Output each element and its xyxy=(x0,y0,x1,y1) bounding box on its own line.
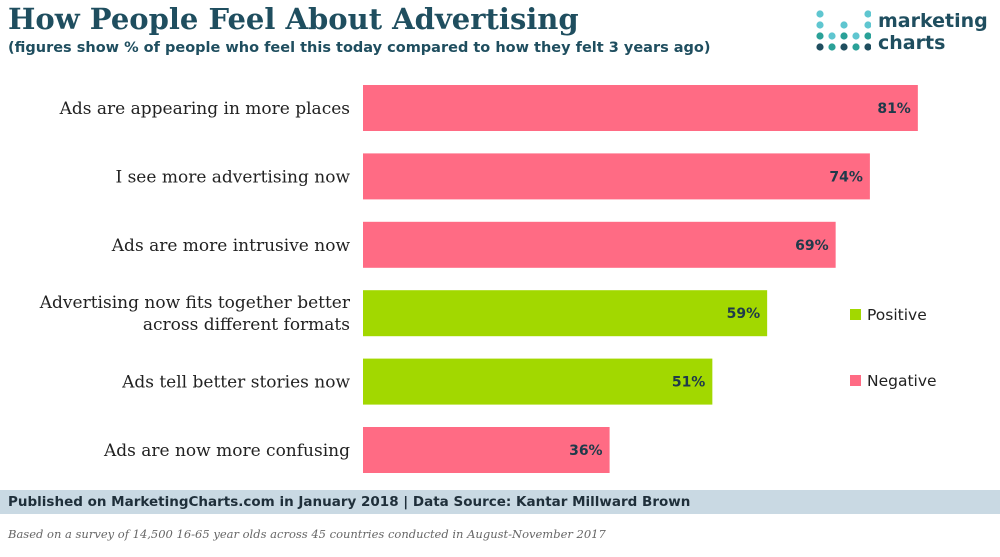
bar xyxy=(363,221,836,268)
bar xyxy=(363,290,768,337)
marketingcharts-logo: marketing charts xyxy=(815,8,995,63)
category-label: Ads are now more confusing xyxy=(103,441,350,461)
data-label: 81% xyxy=(877,101,911,117)
bar xyxy=(363,85,918,131)
chart-title: How People Feel About Advertising xyxy=(8,2,579,36)
data-label: 69% xyxy=(795,238,829,254)
chart-subtitle: (figures show % of people who feel this … xyxy=(8,40,711,56)
category-label: across different formats xyxy=(143,315,350,335)
bar-chart: 81% Ads are appearing in more places 74% I … xyxy=(39,85,937,473)
data-label: 36% xyxy=(569,443,603,459)
logo-text-line2: charts xyxy=(878,32,946,54)
bar xyxy=(363,358,713,405)
logo-text-line1: marketing xyxy=(878,10,988,32)
category-label: I see more advertising now xyxy=(115,167,350,187)
category-label: Ads are more intrusive now xyxy=(111,236,351,256)
logo-dots-icon xyxy=(816,10,872,51)
legend-label: Negative xyxy=(867,372,937,390)
legend-label: Positive xyxy=(867,306,927,324)
source-text: Published on MarketingCharts.com in Janu… xyxy=(8,494,691,510)
legend-swatch xyxy=(850,309,861,320)
bar xyxy=(363,153,870,200)
footer-bar: Published on MarketingCharts.com in Janu… xyxy=(0,490,1000,514)
bar xyxy=(363,427,610,473)
data-label: 74% xyxy=(829,169,863,185)
category-label: Advertising now fits together better xyxy=(39,293,351,313)
legend-swatch xyxy=(850,375,861,386)
survey-note: Based on a survey of 14,500 16-65 year o… xyxy=(8,527,606,541)
data-label: 51% xyxy=(672,375,706,391)
data-label: 59% xyxy=(727,306,761,322)
category-label: Ads tell better stories now xyxy=(121,373,350,393)
category-label: Ads are appearing in more places xyxy=(59,99,350,119)
